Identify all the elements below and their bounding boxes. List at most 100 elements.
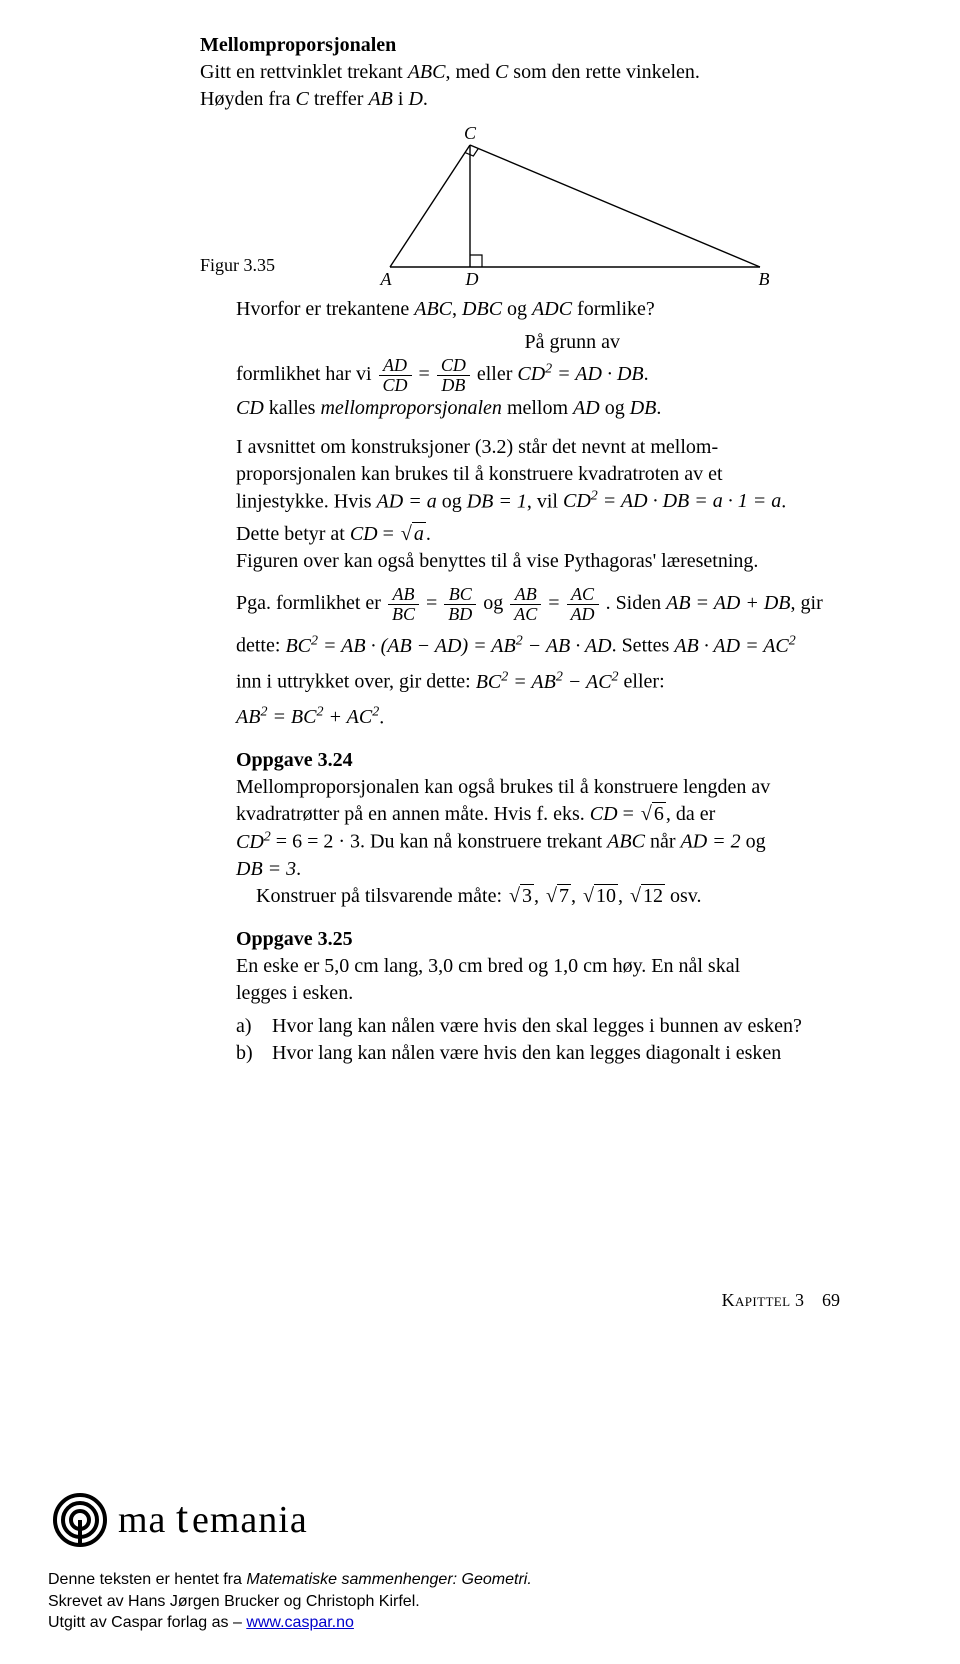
svg-text:t: t: [176, 1493, 188, 1542]
opp325-intro: En eske er 5,0 cm lang, 3,0 cm bred og 1…: [236, 953, 840, 1007]
text: som den rette vinkelen.: [508, 61, 700, 83]
fraction: ACAD: [567, 585, 599, 624]
text: Mellomproporsjonalen kan også brukes til…: [236, 776, 770, 798]
book-title: Matematiske sammenhenger: Geometri.: [246, 1571, 531, 1588]
var: C: [296, 88, 309, 110]
text: Pga. formlikhet er: [236, 592, 386, 614]
var: AB = AD + DB: [666, 592, 790, 614]
var: DB: [630, 397, 657, 419]
chapter-label: Kapittel: [722, 1290, 791, 1310]
list-item: b)Hvor lang kan nålen være hvis den kan …: [236, 1040, 840, 1067]
opp325-list: a)Hvor lang kan nålen være hvis den skal…: [236, 1013, 840, 1067]
list-item: a)Hvor lang kan nålen være hvis den skal…: [236, 1013, 840, 1040]
text: treffer: [309, 88, 369, 110]
emph: mellomproporsjonalen: [320, 397, 501, 419]
text: Høyden fra: [200, 88, 296, 110]
text: , vil: [527, 490, 563, 512]
fraction: BCBD: [444, 585, 476, 624]
text: eller:: [619, 671, 665, 693]
var: AB: [368, 88, 392, 110]
text: osv.: [665, 885, 701, 907]
var: CD2: [236, 831, 271, 853]
eq: =: [419, 363, 435, 385]
var: BC2 = AB2 − AC2: [476, 671, 619, 693]
text: .: [781, 490, 786, 512]
var: AD = a: [377, 490, 437, 512]
var: CD2 = AD · DB = a · 1 = a: [563, 490, 781, 512]
var: ABC: [408, 61, 446, 83]
svg-text:emania: emania: [192, 1499, 308, 1541]
chapter-mark: Kapittel 3 69: [722, 1290, 840, 1311]
matemania-logo: ma t emania: [48, 1486, 532, 1555]
text: formlikhet har vi: [236, 363, 377, 385]
page: Mellomproporsjonalen Gitt en rettvinklet…: [0, 0, 960, 1664]
text: , gir: [791, 592, 823, 614]
var: DB = 3: [236, 858, 296, 880]
var: AB2 = BC2 + AC2: [236, 706, 379, 728]
intro-paragraph: Gitt en rettvinklet trekant ABC, med C s…: [200, 59, 840, 113]
text: .: [296, 858, 301, 880]
text: Utgitt av Caspar forlag as –: [48, 1614, 246, 1631]
text: .: [423, 88, 428, 110]
svg-text:ma: ma: [118, 1499, 166, 1541]
opp324-body: Mellomproporsjonalen kan også brukes til…: [236, 774, 840, 910]
text: når: [645, 831, 681, 853]
avsnitt: I avsnittet om konstruksjoner (3.2) står…: [236, 434, 840, 516]
svg-text:A: A: [380, 269, 393, 287]
text: Skrevet av Hans Jørgen Brucker og Christ…: [48, 1593, 420, 1610]
exercise-title: Oppgave 3.25: [236, 928, 840, 951]
dette2: dette: BC2 = AB · (AB − AD) = AB2 − AB ·…: [236, 632, 840, 660]
text: proporsjonalen kan brukes til å konstrue…: [236, 463, 723, 485]
sqrt-list: 3, 7, 10, 12: [507, 885, 665, 907]
dette-betyr: Dette betyr at CD = a. Figuren over kan …: [236, 521, 840, 575]
text: kalles: [264, 397, 321, 419]
text: .: [379, 706, 384, 728]
footer-link[interactable]: www.caspar.no: [246, 1614, 354, 1631]
text: dette:: [236, 635, 285, 657]
text: linjestykke. Hvis: [236, 490, 377, 512]
text: Dette betyr at: [236, 523, 350, 545]
text: På grunn av: [524, 331, 620, 353]
chapter-num: 3: [795, 1290, 804, 1310]
exercise-title: Oppgave 3.24: [236, 749, 840, 772]
var: AD: [573, 397, 600, 419]
text: , da er: [666, 803, 715, 825]
fraction: ABAC: [510, 585, 541, 624]
text: =: [618, 803, 639, 825]
var: CD: [236, 397, 264, 419]
var: CD: [590, 803, 618, 825]
text: , med: [446, 61, 495, 83]
text: eller: [477, 363, 518, 385]
page-number: 69: [822, 1290, 840, 1310]
text: Konstruer på tilsvarende måte:: [256, 885, 507, 907]
var: DB = 1: [467, 490, 527, 512]
var: ABC: [607, 831, 645, 853]
item-text: Hvor lang kan nålen være hvis den kan le…: [272, 1040, 781, 1067]
fraction: ADCD: [379, 356, 412, 395]
fraction: ABBC: [388, 585, 419, 624]
text: . Settes: [612, 635, 675, 657]
footer-text: Denne teksten er hentet fra Matematiske …: [48, 1569, 532, 1634]
derivation-block: Hvorfor er trekantene ABC, DBC og ADC fo…: [200, 296, 840, 1067]
formlikhet-line: På grunn av: [236, 329, 840, 356]
var: CD2 = AD · DB: [517, 363, 643, 385]
formlikhet-eq: formlikhet har vi ADCD = CDDB eller CD2 …: [236, 356, 840, 422]
item-text: Hvor lang kan nålen være hvis den skal l…: [272, 1013, 802, 1040]
text: . Siden: [606, 592, 667, 614]
text: .: [656, 397, 661, 419]
section-title: Mellomproporsjonalen: [200, 34, 840, 57]
text: I avsnittet om konstruksjoner (3.2) står…: [236, 436, 718, 458]
text: i: [393, 88, 409, 110]
final-line: AB2 = BC2 + AC2.: [236, 704, 840, 732]
text: og: [741, 831, 766, 853]
fraction: CDDB: [437, 356, 470, 395]
svg-text:C: C: [464, 127, 477, 143]
triangle-diagram: ABCD: [300, 127, 840, 292]
var: D: [408, 88, 422, 110]
var: AD = 2: [680, 831, 740, 853]
eq: =: [426, 592, 442, 614]
text: og: [600, 397, 630, 419]
text: mellom: [502, 397, 573, 419]
text: Denne teksten er hentet fra: [48, 1571, 246, 1588]
question: Hvorfor er trekantene ABC, DBC og ADC fo…: [236, 296, 840, 323]
